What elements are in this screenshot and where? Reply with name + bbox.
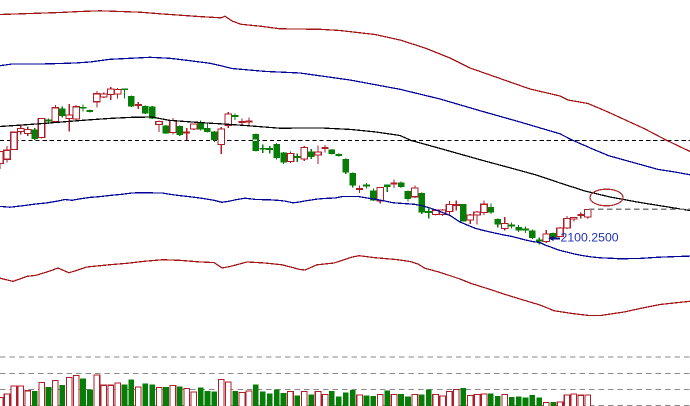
svg-text:2100.2500: 2100.2500 [561,231,619,245]
